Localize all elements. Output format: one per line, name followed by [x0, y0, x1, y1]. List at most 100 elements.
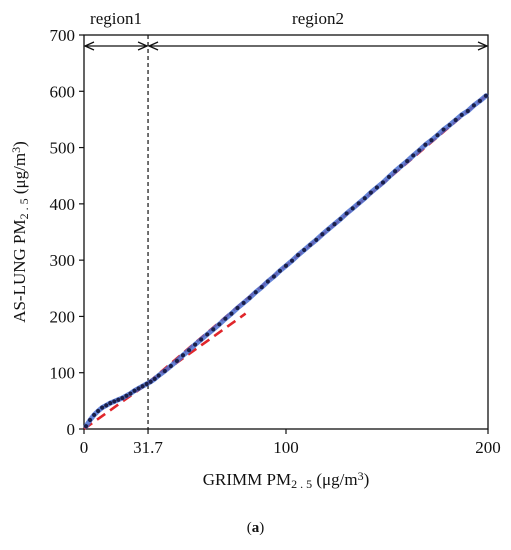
data-point [483, 93, 489, 98]
axis-title-sub: 2 . 5 [17, 198, 31, 219]
axis-title-part: ) [364, 470, 370, 489]
axis-title-sup: 3 [9, 147, 23, 153]
data-point [132, 388, 137, 393]
data-point [356, 201, 361, 206]
data-point [405, 158, 410, 164]
plot-frame [83, 34, 489, 430]
data-point [423, 142, 428, 147]
data-point [100, 405, 105, 410]
data-point [435, 133, 440, 138]
data-point [289, 258, 295, 263]
data-point [314, 237, 319, 242]
data-point [265, 279, 270, 284]
region-arrow-head-right [477, 41, 489, 51]
data-point [411, 153, 416, 158]
data-point [152, 376, 157, 382]
data-point [211, 327, 216, 332]
data-point [136, 386, 141, 391]
data-point [368, 190, 373, 195]
data-point [362, 196, 367, 201]
y-tick-label: 400 [50, 195, 76, 214]
data-point [128, 391, 133, 396]
data-point [465, 108, 470, 114]
data-point [180, 353, 186, 358]
data-point [471, 103, 476, 108]
region-label-1: region1 [90, 9, 142, 28]
scatter-chart: region1 region2 0 100 200 300 400 500 600 700 0 31… [9, 9, 501, 491]
data-point [92, 412, 97, 418]
data-point [308, 242, 313, 248]
data-point [87, 417, 93, 423]
data-point [380, 180, 386, 185]
x-tick-label: 0 [80, 438, 89, 457]
data-point [168, 363, 173, 369]
data-point [241, 300, 246, 306]
axis-title-part: (μg/m [10, 153, 29, 198]
data-point [259, 285, 264, 290]
data-point [338, 216, 343, 222]
figure-caption: (a) [0, 520, 511, 537]
data-point [205, 332, 210, 337]
data-point [112, 399, 117, 404]
tick-marks [79, 34, 489, 434]
data-point [344, 211, 349, 216]
y-tick-label: 700 [50, 26, 76, 45]
data-point [453, 117, 458, 123]
region-arrow-head-left [83, 41, 95, 51]
y-tick-label: 600 [50, 82, 76, 101]
data-points [83, 93, 489, 429]
axis-labels: 0 100 200 300 400 500 600 700 0 31.7 100 200 GRIMM P… [9, 26, 501, 491]
data-point [441, 127, 446, 132]
data-point [326, 227, 331, 232]
data-point [247, 295, 252, 300]
axis-title-part: AS-LUNG PM [10, 219, 29, 322]
y-tick-label: 300 [50, 251, 76, 270]
data-point [459, 112, 464, 118]
data-point [332, 222, 337, 227]
data-point [223, 316, 228, 321]
data-point [104, 403, 109, 408]
data-point [296, 252, 301, 258]
data-point [447, 122, 452, 128]
region-arrow-head-left [147, 41, 159, 51]
data-point [399, 164, 404, 169]
data-point [144, 381, 149, 387]
data-point [229, 311, 234, 316]
axis-title-part: ) [10, 141, 29, 147]
y-tick-label: 200 [50, 307, 76, 326]
data-point [283, 263, 289, 268]
x-tick-label: 200 [475, 438, 501, 457]
data-point [350, 206, 355, 211]
axis-title-part: (μg/m [312, 470, 357, 489]
caption-letter: a [251, 520, 260, 536]
data-point [193, 342, 198, 347]
data-point [124, 393, 129, 398]
data-point [429, 138, 434, 143]
data-point [83, 424, 89, 429]
caption-close: ) [259, 520, 265, 536]
region-arrow-head-right [137, 41, 149, 51]
data-point [235, 305, 240, 311]
region-label-2: region2 [292, 9, 344, 28]
data-point [199, 337, 204, 342]
axis-title-sup: 3 [358, 469, 364, 483]
data-point [386, 174, 392, 179]
data-point [253, 290, 258, 295]
y-tick-label: 500 [50, 139, 76, 158]
data-point [108, 401, 113, 406]
data-point [392, 169, 398, 174]
caption-open: ( [246, 520, 252, 536]
y-tick-label: 0 [67, 420, 76, 439]
y-tick-label: 100 [50, 364, 76, 383]
data-point [417, 148, 422, 153]
data-point [374, 185, 379, 190]
x-axis-title: GRIMM PM2 . 5 (μg/m3) [203, 469, 370, 491]
data-point [217, 322, 222, 327]
data-point [156, 373, 161, 378]
axis-title-part: GRIMM PM [203, 470, 291, 489]
data-point [186, 348, 192, 353]
data-point [140, 384, 145, 389]
data-point [277, 268, 283, 273]
x-tick-label: 31.7 [133, 438, 163, 457]
region-annotations: region1 region2 [83, 9, 489, 429]
